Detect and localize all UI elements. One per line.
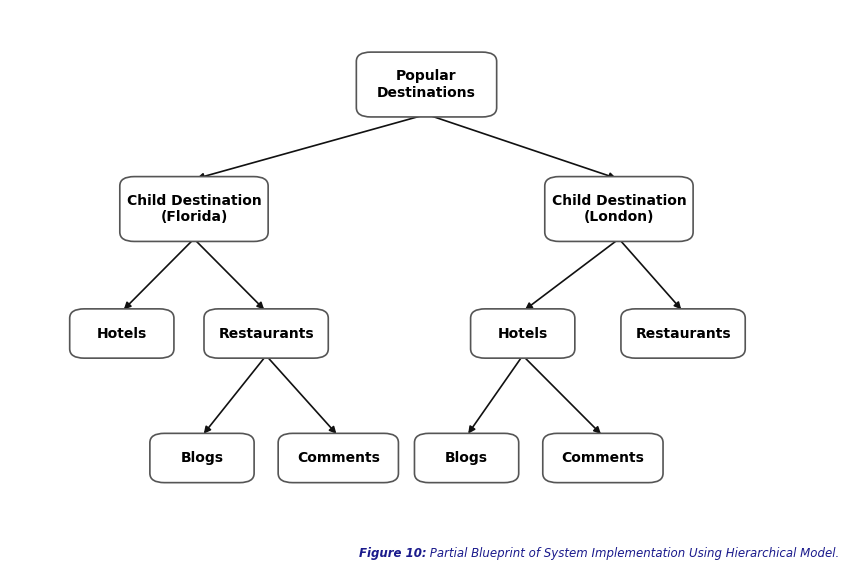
FancyBboxPatch shape: [204, 309, 328, 358]
Text: Hotels: Hotels: [497, 327, 547, 340]
FancyBboxPatch shape: [620, 309, 745, 358]
FancyBboxPatch shape: [356, 52, 496, 117]
Text: Restaurants: Restaurants: [635, 327, 730, 340]
Text: Blogs: Blogs: [181, 451, 223, 465]
FancyBboxPatch shape: [544, 177, 693, 242]
Text: Comments: Comments: [561, 451, 643, 465]
FancyBboxPatch shape: [414, 433, 518, 483]
Text: Comments: Comments: [296, 451, 379, 465]
Text: Figure 10:: Figure 10:: [359, 547, 426, 560]
FancyBboxPatch shape: [470, 309, 574, 358]
FancyBboxPatch shape: [119, 177, 268, 242]
Text: Restaurants: Restaurants: [218, 327, 314, 340]
FancyBboxPatch shape: [70, 309, 174, 358]
Text: Child Destination
(Florida): Child Destination (Florida): [126, 194, 261, 224]
Text: Child Destination
(London): Child Destination (London): [551, 194, 686, 224]
Text: Popular
Destinations: Popular Destinations: [377, 70, 475, 100]
Text: Blogs: Blogs: [445, 451, 487, 465]
FancyBboxPatch shape: [278, 433, 398, 483]
Text: Partial Blueprint of System Implementation Using Hierarchical Model.: Partial Blueprint of System Implementati…: [426, 547, 838, 560]
Text: Hotels: Hotels: [96, 327, 147, 340]
FancyBboxPatch shape: [542, 433, 662, 483]
FancyBboxPatch shape: [150, 433, 254, 483]
